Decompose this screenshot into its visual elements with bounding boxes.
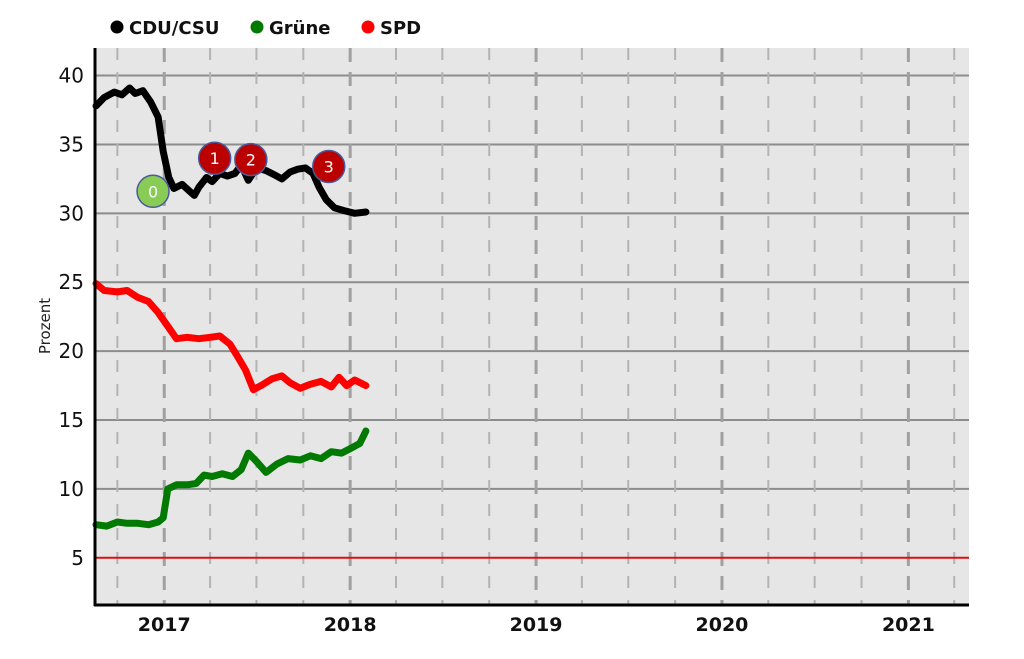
y-tick-label: 20 (59, 339, 84, 363)
y-tick-label: 25 (59, 270, 84, 294)
y-tick-labels: 5 10 15 20 25 30 35 40 (59, 64, 84, 570)
legend-label: CDU/CSU (129, 18, 219, 39)
y-tick-label: 40 (59, 64, 84, 88)
y-gridlines (96, 74, 969, 490)
series-line-1 (92, 427, 370, 530)
legend-swatch (110, 20, 124, 34)
legend-swatch (250, 20, 264, 34)
y-tick-label: 5 (71, 546, 84, 570)
event-marker-label: 1 (210, 149, 220, 168)
series-line-2 (92, 280, 370, 394)
legend-swatch (361, 20, 375, 34)
x-tick-labels: 2017 2018 2019 2020 2021 (138, 614, 935, 636)
legend-label: SPD (380, 18, 421, 39)
x-tick-label: 2018 (324, 614, 377, 636)
event-marker-label: 3 (324, 157, 334, 176)
y-axis-label: Prozent (36, 298, 54, 354)
legend: CDU/CSU Grüne SPD (110, 18, 421, 39)
event-marker-1 (197, 141, 232, 175)
event-marker-3 (312, 149, 346, 184)
x-tick-label: 2021 (882, 614, 935, 636)
event-marker-label: 2 (246, 151, 256, 170)
y-tick-label: 35 (59, 132, 84, 156)
y-tick-label: 15 (59, 408, 84, 432)
event-marker-0 (136, 174, 170, 209)
y-tick-label: 30 (59, 201, 84, 225)
event-marker-2 (234, 142, 268, 177)
event-marker-label: 0 (148, 182, 158, 201)
legend-label: Grüne (269, 18, 331, 39)
event-markers: 0 1 2 3 (136, 141, 346, 209)
x-tick-label: 2017 (138, 614, 191, 636)
x-tick-label: 2019 (510, 614, 563, 636)
plot-background (96, 48, 969, 606)
x-tick-label: 2020 (696, 614, 749, 636)
y-tick-label: 10 (59, 477, 84, 501)
